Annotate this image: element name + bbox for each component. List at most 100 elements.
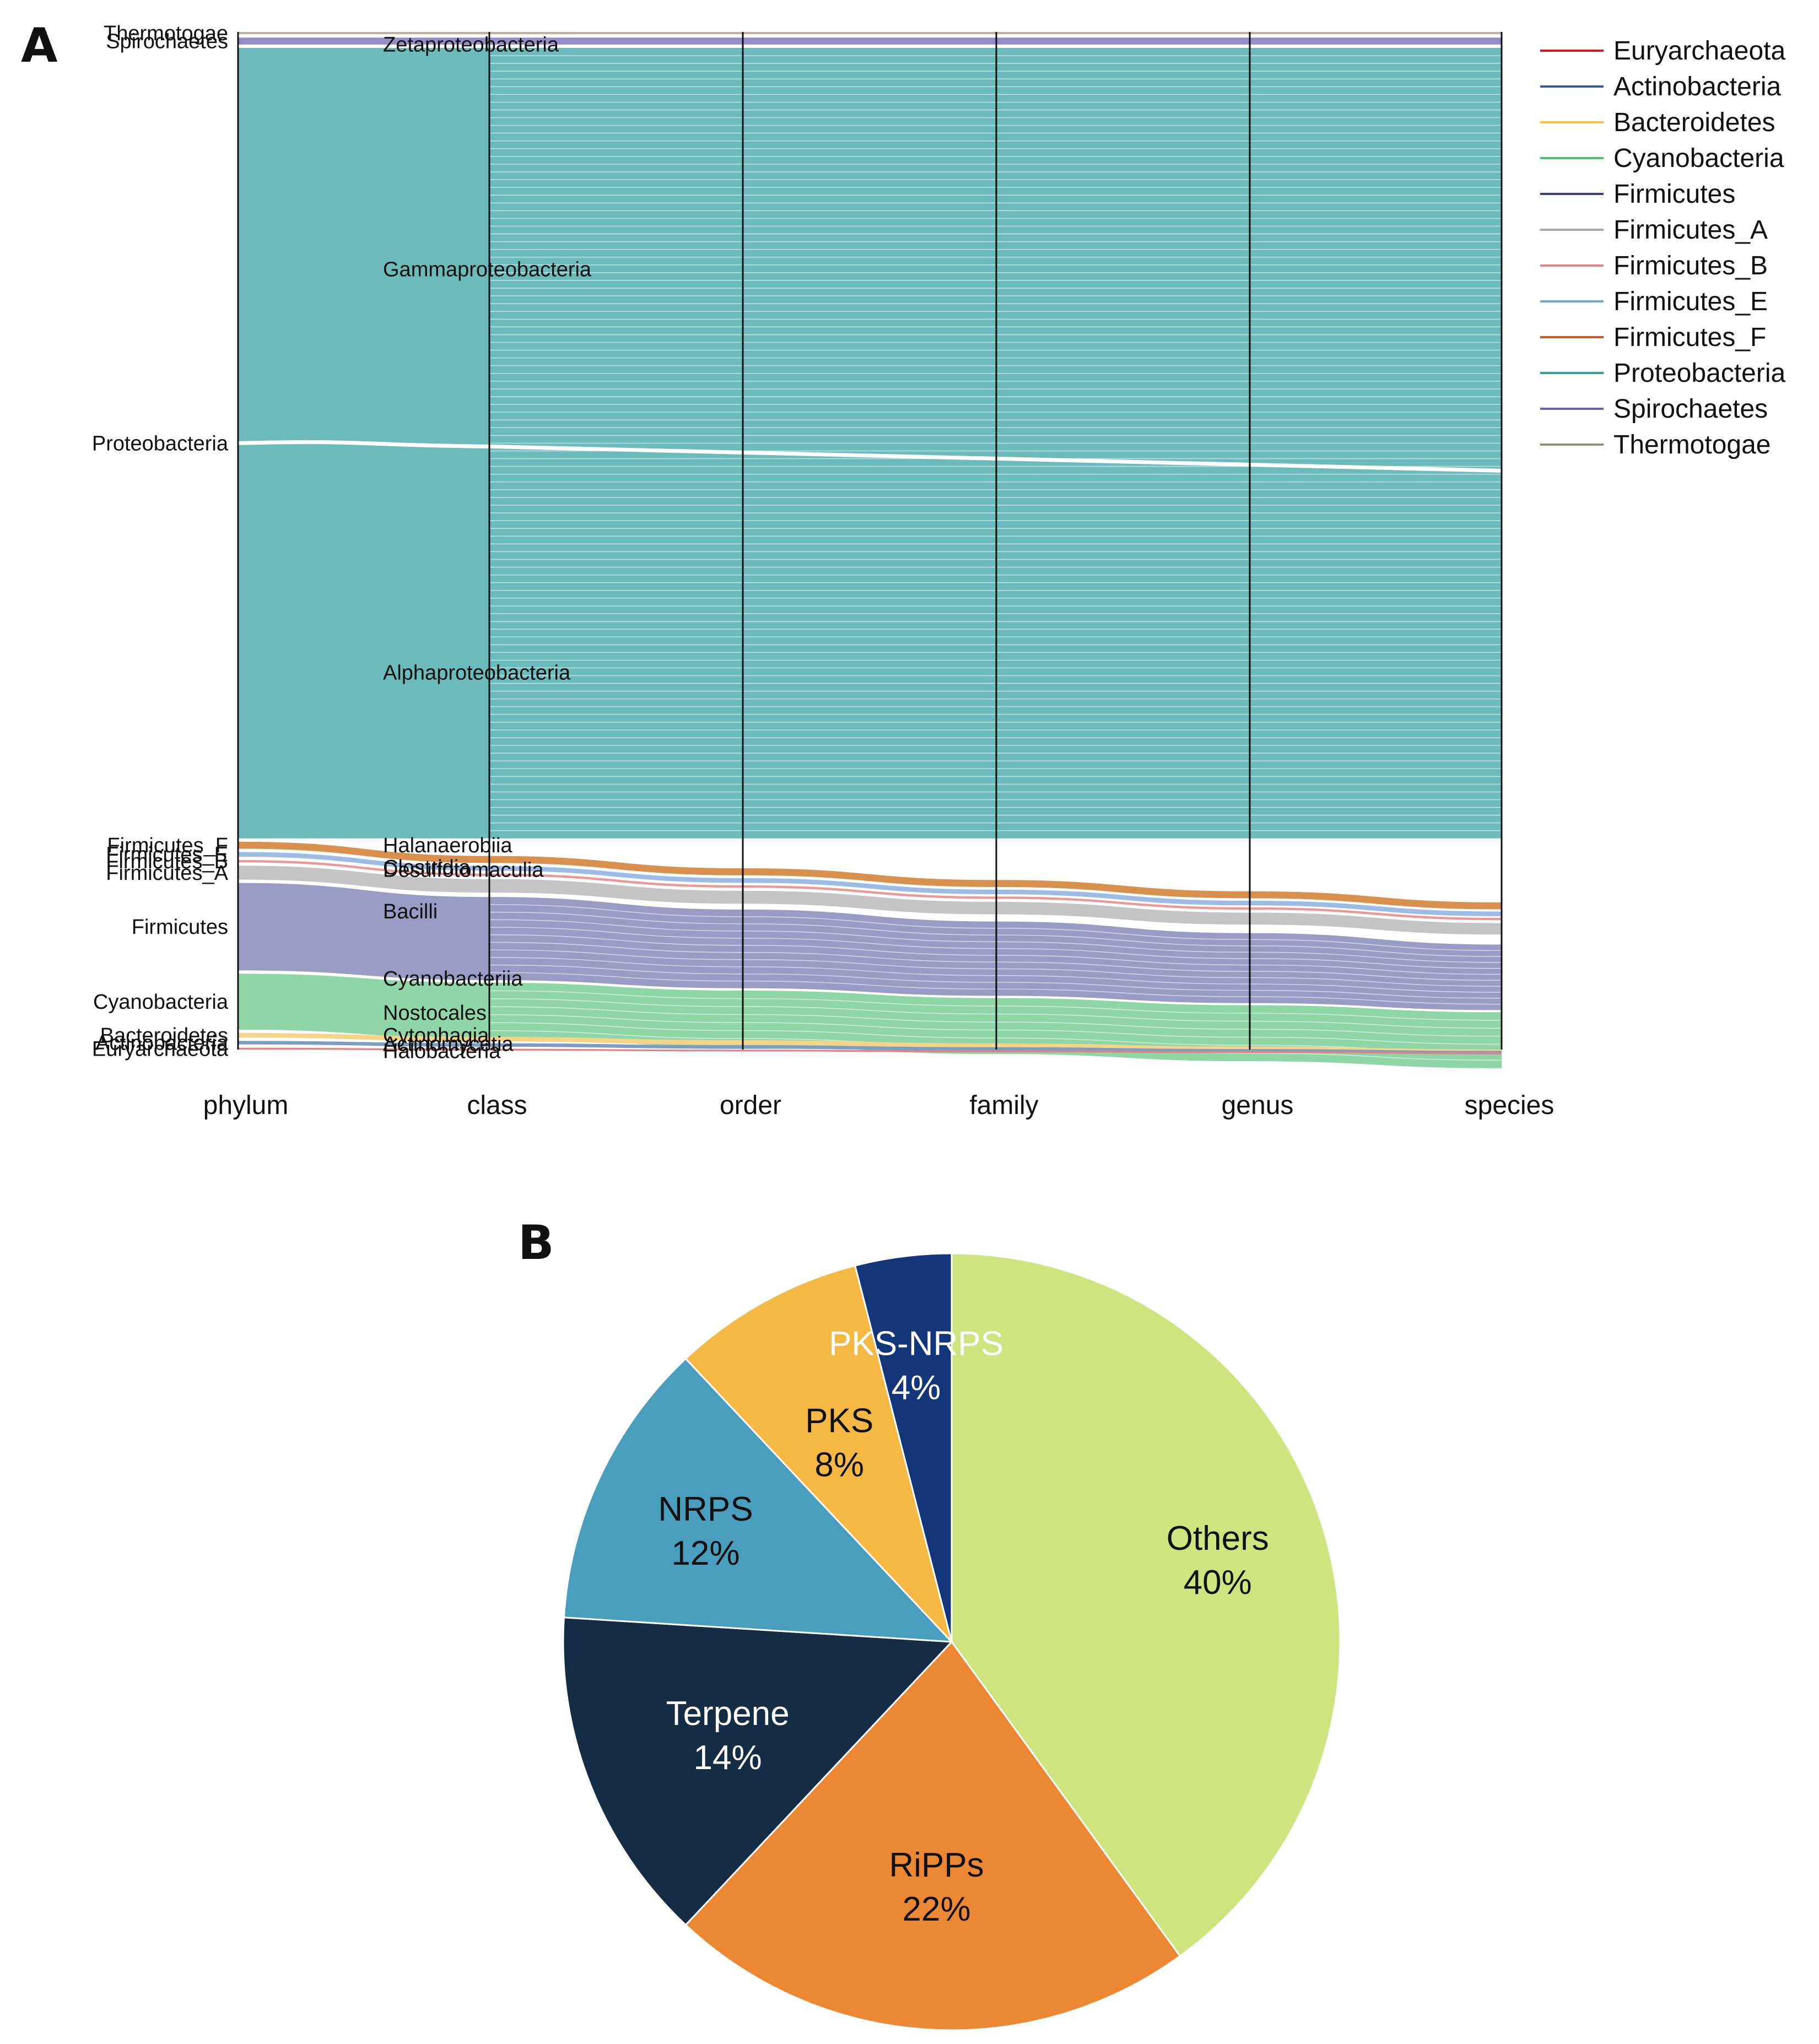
legend-item-thermotogae: Thermotogae: [1540, 430, 1771, 459]
pie-percent-pks: 8%: [814, 1446, 864, 1484]
flow-firmicutes-e: [238, 852, 1502, 916]
pie-slice-others: [951, 1252, 1341, 1958]
flow-band: [1250, 912, 1502, 935]
pie-label-pks-nrps: PKS-NRPS: [829, 1324, 1003, 1362]
legend-label: Thermotogae: [1613, 430, 1771, 459]
flow-thermotogae: [238, 32, 1502, 35]
legend-item-bacteroidetes: Bacteroidetes: [1540, 108, 1775, 137]
class-label-halobacteria: Halobacteria: [383, 1040, 501, 1063]
flow-band: [743, 878, 996, 895]
phylum-label-actinobacteria: Actinobacteria: [95, 1032, 229, 1055]
phylum-label-proteobacteria: Proteobacteria: [92, 432, 229, 455]
legend-item-firmicutes: Firmicutes: [1540, 180, 1735, 209]
flow-firmicutes-b: [238, 859, 1502, 921]
legend-label: Firmicutes_B: [1613, 251, 1768, 280]
flow-band: [996, 37, 1250, 45]
alluvial-chart: Thermotogae Spirochaetes Proteobacteria Fir…: [92, 22, 1786, 1120]
flow-band: [238, 37, 489, 45]
pie-slice-nrps: [563, 1357, 954, 1643]
legend-label: Firmicutes: [1613, 180, 1735, 209]
legend-item-firmicutes-f: Firmicutes_F: [1540, 323, 1766, 352]
flow-band: [743, 885, 996, 899]
phylum-label-spirochaetes: Spirochaetes: [106, 30, 228, 53]
class-label-alphaproteobacteria: Alphaproteobacteria: [383, 661, 571, 684]
class-label-gammaproteobacteria: Gammaproteobacteria: [383, 258, 592, 282]
flow-band: [743, 890, 996, 915]
pie-label-terpene: Terpene: [666, 1695, 790, 1733]
class-labels: Zetaproteobacteria Gammaproteobacteria Alp…: [383, 34, 592, 1063]
class-label-zetaproteobacteria: Zetaproteobacteria: [383, 34, 559, 57]
flow-band: [996, 901, 1250, 925]
pie-label-pks: PKS: [805, 1402, 873, 1440]
pie-label-ripps: RiPPs: [889, 1846, 984, 1884]
legend-item-actinobacteria: Actinobacteria: [1540, 72, 1781, 101]
flow-band: [489, 866, 743, 883]
flow-band: [1250, 1005, 1502, 1068]
pie-slice-pks-nrps: [854, 1252, 953, 1642]
flow-band: [489, 982, 743, 1047]
class-split-line: [238, 440, 1502, 473]
legend-label: Bacteroidetes: [1613, 108, 1775, 137]
flow-band: [489, 37, 743, 45]
legend-item-cyanobacteria: Cyanobacteria: [1540, 144, 1784, 173]
phylum-label-firmicutes: Firmicutes: [132, 916, 228, 939]
axis-label-phylum: phylum: [203, 1091, 289, 1120]
flow-band: [1250, 1051, 1502, 1054]
axis-label-family: family: [969, 1091, 1038, 1120]
class-label-desulfotomaculia: Desulfotomaculia: [383, 859, 544, 882]
flow-euryarchaeota: [238, 1047, 1502, 1054]
class-label-actinomycetia: Actinomycetia: [383, 1033, 514, 1056]
class-label-halanaerobiia: Halanaerobiia: [383, 834, 512, 857]
pie-percent-nrps: 12%: [671, 1534, 740, 1572]
legend-item-firmicutes-a: Firmicutes_A: [1540, 215, 1768, 245]
flow-band: [1250, 37, 1502, 45]
legend-label: Cyanobacteria: [1613, 144, 1784, 173]
flow-band: [743, 1050, 996, 1053]
flow-firmicutes-f: [238, 841, 1502, 910]
pie-slice-ripps: [684, 1640, 1181, 2031]
phylum-label-cyanobacteria: Cyanobacteria: [93, 991, 229, 1014]
panel-a-letter: A: [21, 18, 58, 73]
class-label-clostridia: Clostridia: [383, 856, 471, 879]
alluvial-flows: [238, 32, 1502, 1068]
flow-band: [489, 32, 743, 35]
flow-band: [996, 32, 1250, 35]
flow-band: [743, 991, 996, 1055]
flow-band: [743, 37, 996, 45]
pie-percent-ripps: 22%: [903, 1890, 971, 1928]
legend-label: Firmicutes_F: [1613, 323, 1766, 352]
flow-band: [238, 1032, 489, 1042]
flow-band: [743, 868, 996, 887]
flow-band: [489, 1048, 743, 1052]
class-label-cytophagia: Cytophagia: [383, 1024, 489, 1047]
flow-band: [1250, 900, 1502, 916]
flow-band: [1250, 32, 1502, 35]
flow-band: [489, 879, 743, 904]
pie-slice-pks: [684, 1264, 953, 1643]
legend-item-firmicutes-b: Firmicutes_B: [1540, 251, 1768, 280]
flow-band: [996, 1047, 1250, 1053]
legend-label: Spirochaetes: [1613, 394, 1768, 424]
flow-band: [743, 1045, 996, 1051]
pie-chart: Others 40% RiPPs 22% Terpene 14% NRPS 12% PKS 8% P…: [562, 1252, 1341, 2031]
legend-item-proteobacteria: Proteobacteria: [1540, 359, 1785, 388]
flow-band: [489, 873, 743, 888]
flow-band: [996, 1050, 1250, 1053]
axis-label-class: class: [467, 1091, 527, 1120]
flow-firmicutes-a: [238, 866, 1502, 935]
flow-band: [1250, 891, 1502, 910]
legend: Euryarchaeota Actinobacteria Bacteroidetes…: [1540, 36, 1785, 459]
axis-label-species: species: [1465, 1091, 1554, 1120]
pie-label-others: Others: [1167, 1520, 1269, 1558]
pie-percent-pks-nrps: 4%: [892, 1369, 941, 1407]
legend-label: Actinobacteria: [1613, 72, 1781, 101]
class-label-nostocales: Nostocales: [383, 1002, 487, 1025]
phylum-label-firmicutes-f: Firmicutes_F: [107, 834, 228, 857]
flow-band: [489, 856, 743, 875]
axis-labels: phylum class order family genus species: [203, 1091, 1554, 1120]
flow-band: [996, 880, 1250, 899]
flow-band: [996, 889, 1250, 906]
class-label-cyanobacteriia: Cyanobacteriia: [383, 967, 523, 991]
flow-band: [1250, 907, 1502, 921]
